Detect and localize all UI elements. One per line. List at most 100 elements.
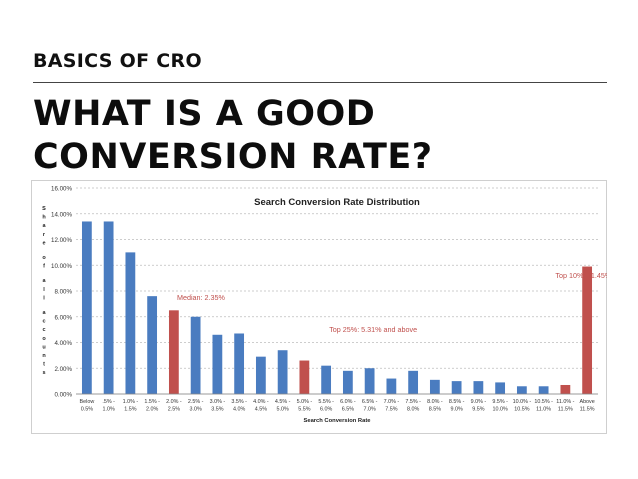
y-tick-label: 12.00% bbox=[51, 237, 72, 244]
y-axis-label-char: h bbox=[42, 215, 46, 221]
x-tick-label: 2.0% - bbox=[166, 399, 182, 405]
x-tick-label: 7.0% bbox=[363, 407, 375, 413]
x-tick-label: 3.5% bbox=[211, 407, 223, 413]
x-tick-label: 5.0% bbox=[276, 407, 288, 413]
x-tick-label: 5.0% - bbox=[297, 399, 313, 405]
x-tick-label: 8.5% bbox=[429, 407, 441, 413]
bar bbox=[321, 365, 332, 394]
x-tick-label: 11.5% bbox=[580, 407, 595, 413]
x-tick-label: 4.5% - bbox=[275, 399, 291, 405]
x-tick-label: 9.0% bbox=[450, 407, 462, 413]
y-tick-label: 10.00% bbox=[51, 263, 72, 270]
bar bbox=[212, 334, 223, 394]
bar bbox=[560, 384, 571, 394]
x-tick-label: 10.5% bbox=[514, 407, 529, 413]
bar bbox=[429, 379, 440, 394]
bar bbox=[582, 266, 593, 394]
y-axis-label-char: a bbox=[42, 278, 46, 284]
x-tick-label: 2.5% - bbox=[188, 399, 204, 405]
y-axis-label-char: a bbox=[42, 310, 46, 316]
bar bbox=[516, 386, 527, 394]
x-tick-label: 5.5% - bbox=[318, 399, 334, 405]
x-tick-label: 3.5% - bbox=[231, 399, 247, 405]
bar bbox=[538, 386, 549, 394]
x-tick-label: 3.0% bbox=[189, 407, 201, 413]
x-tick-label: 7.5% - bbox=[405, 399, 421, 405]
x-tick-label: 10.0% bbox=[492, 407, 507, 413]
x-tick-label: 3.0% - bbox=[210, 399, 226, 405]
x-tick-label: 4.5% bbox=[255, 407, 267, 413]
conversion-rate-chart: 0.00% 2.00% 4.00% 6.00% 8.00% 10.00% 12.00% 14.… bbox=[42, 186, 607, 425]
y-tick-label: 8.00% bbox=[54, 289, 72, 296]
y-axis-label-char: o bbox=[42, 336, 46, 342]
x-axis-label: Search Conversion Rate bbox=[303, 418, 371, 424]
chart-title: Search Conversion Rate Distribution bbox=[254, 197, 420, 208]
chart-annotation: Top 10%: 11.45% and Above bbox=[555, 271, 607, 280]
y-axis-label-char: t bbox=[43, 362, 45, 368]
x-tick-label: Below bbox=[80, 399, 95, 405]
y-tick-label: 6.00% bbox=[54, 314, 72, 321]
chart-annotation: Median: 2.35% bbox=[177, 293, 226, 302]
x-tick-label: 2.5% bbox=[168, 407, 180, 413]
x-tick-label: Above bbox=[579, 399, 594, 405]
bar bbox=[408, 370, 419, 394]
y-tick-label: 4.00% bbox=[54, 340, 72, 347]
x-tick-label: 8.5% - bbox=[449, 399, 465, 405]
x-tick-label: 1.5% - bbox=[144, 399, 160, 405]
x-tick-label: 6.0% bbox=[320, 407, 332, 413]
chart-annotation: Top 25%: 5.31% and above bbox=[329, 325, 417, 334]
bar bbox=[495, 382, 506, 394]
divider-rule bbox=[33, 82, 607, 83]
y-axis-label-char: l bbox=[43, 287, 45, 293]
y-axis-label-char: u bbox=[42, 344, 45, 350]
x-tick-label: 0.5% bbox=[81, 407, 93, 413]
x-tick-label: 1.0% - bbox=[123, 399, 139, 405]
x-tick-label: 1.0% bbox=[102, 407, 114, 413]
bar bbox=[81, 221, 92, 394]
x-tick-label: 7.0% - bbox=[384, 399, 400, 405]
y-axis-label-char: n bbox=[42, 353, 46, 359]
y-axis-label-char: f bbox=[43, 264, 45, 270]
headline: WHAT IS A GOOD CONVERSION RATE? bbox=[33, 93, 433, 179]
bar bbox=[386, 378, 397, 394]
bar bbox=[103, 221, 114, 394]
bar bbox=[342, 370, 353, 394]
y-axis-label-char: o bbox=[42, 255, 46, 261]
bar bbox=[299, 360, 310, 394]
kicker-label: BASICS OF CRO bbox=[33, 50, 202, 72]
headline-line-1: WHAT IS A GOOD bbox=[33, 94, 376, 134]
headline-line-2: CONVERSION RATE? bbox=[33, 137, 433, 177]
x-tick-label: 11.0% bbox=[536, 407, 551, 413]
y-axis-label-char: c bbox=[42, 327, 45, 333]
bar bbox=[234, 333, 245, 394]
x-tick-label: 10.5% - bbox=[534, 399, 553, 405]
bar bbox=[147, 296, 158, 394]
bar bbox=[451, 381, 462, 394]
y-axis-label-char: s bbox=[42, 370, 45, 376]
x-tick-label: 2.0% bbox=[146, 407, 158, 413]
x-tick-label: 11.0% - bbox=[556, 399, 574, 405]
x-tick-label: 1.5% bbox=[124, 407, 136, 413]
x-tick-label: 8.0% - bbox=[427, 399, 443, 405]
bar bbox=[190, 316, 201, 394]
x-tick-label: .5% - bbox=[102, 399, 115, 405]
x-tick-label: 4.0% - bbox=[253, 399, 269, 405]
bar bbox=[277, 350, 288, 394]
y-axis-label-char: e bbox=[42, 240, 45, 246]
x-tick-label: 5.5% bbox=[298, 407, 310, 413]
x-tick-label: 9.5% - bbox=[492, 399, 508, 405]
y-axis-label-char: a bbox=[42, 223, 46, 229]
x-tick-label: 6.5% - bbox=[362, 399, 378, 405]
bar bbox=[168, 310, 179, 394]
y-tick-label: 0.00% bbox=[54, 392, 72, 399]
y-tick-label: 16.00% bbox=[51, 186, 72, 193]
bar bbox=[255, 356, 266, 394]
x-tick-label: 9.5% bbox=[472, 407, 484, 413]
bar bbox=[125, 252, 136, 394]
y-axis-label-char: c bbox=[42, 319, 45, 325]
x-tick-label: 6.5% bbox=[342, 407, 354, 413]
x-tick-label: 11.5% bbox=[558, 407, 573, 413]
y-axis-label-char: r bbox=[43, 232, 46, 238]
y-axis-label-char: S bbox=[42, 206, 46, 212]
y-tick-label: 2.00% bbox=[54, 366, 72, 373]
